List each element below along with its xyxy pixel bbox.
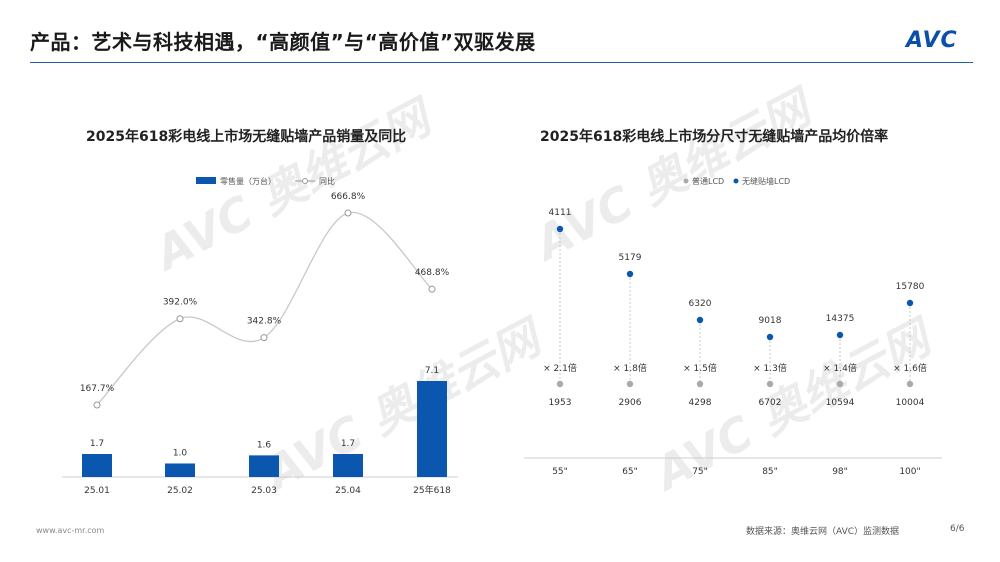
seamless-lcd-point [696,316,704,324]
normal-lcd-point [836,380,844,388]
sales-bar [417,381,447,477]
seamless-lcd-point [556,225,564,233]
footer-url: www.avc-mr.com [36,526,105,535]
page-title: 产品：艺术与科技相遇，“高颜值”与“高价值”双驱发展 [30,30,536,54]
seamless-price-label: 5179 [619,253,642,263]
bar-value-label: 1.6 [257,440,272,450]
yoy-value-label: 468.8% [415,268,450,278]
title-divider [30,62,973,63]
seamless-price-label: 15780 [896,282,925,292]
x-tick-label: 75" [692,467,708,477]
x-tick-label: 85" [762,467,778,477]
x-tick-label: 100" [899,467,920,477]
yoy-point [428,285,436,293]
x-tick-label: 98" [832,467,848,477]
x-tick-label: 25.01 [84,486,110,496]
ratio-label: × 1.6倍 [893,362,927,374]
bar-value-label: 1.7 [341,439,355,449]
x-tick-label: 65" [622,467,638,477]
ratio-label: × 1.8倍 [613,362,647,374]
yoy-point [93,401,101,409]
legend-normal-marker [683,178,689,184]
yoy-line [96,211,433,406]
seamless-price-label: 4111 [549,208,572,218]
ratio-label: × 1.5倍 [683,362,717,374]
yoy-value-label: 392.0% [163,298,198,308]
x-tick-label: 25.04 [335,486,361,496]
normal-price-label: 1953 [549,398,572,408]
yoy-point [260,334,268,342]
bar-value-label: 1.0 [173,448,188,458]
sales-bar [82,454,112,477]
yoy-value-label: 167.7% [80,384,115,394]
sales-bar [165,463,195,477]
yoy-value-label: 342.8% [247,317,282,327]
legend-bar-label: 零售量（万台） [220,176,276,186]
ratio-label: × 1.3倍 [753,362,787,374]
bar-value-label: 1.7 [90,439,104,449]
legend-normal-label: 普通LCD [692,176,724,186]
legend-seamless-label: 无缝贴墙LCD [742,176,790,186]
x-tick-label: 25.02 [167,486,193,496]
ratio-label: × 2.1倍 [543,362,577,374]
normal-price-label: 4298 [689,398,712,408]
normal-price-label: 2906 [619,398,642,408]
x-tick-label: 25.03 [251,486,277,496]
normal-price-label: 6702 [759,398,782,408]
seamless-lcd-point [626,270,634,278]
sales-bar [249,455,279,477]
seamless-price-label: 6320 [689,299,712,309]
legend-line-label: 同比 [319,176,335,186]
normal-lcd-point [766,380,774,388]
legend-seamless-marker [733,178,739,184]
x-tick-label: 55" [552,467,568,477]
yoy-value-label: 666.8% [331,192,366,202]
sales-bar [333,454,363,477]
seamless-lcd-point [836,331,844,339]
seamless-lcd-point [766,333,774,341]
chart2-title: 2025年618彩电线上市场分尺寸无缝贴墙产品均价倍率 [540,129,889,145]
seamless-price-label: 9018 [759,316,782,326]
normal-lcd-point [696,380,704,388]
avc-logo: AVC [906,28,958,53]
yoy-point [176,315,184,323]
yoy-point [344,209,352,217]
legend-line-marker [302,178,308,184]
page-number: 6/6 [950,524,965,534]
normal-lcd-point [556,380,564,388]
normal-price-label: 10594 [826,398,855,408]
x-tick-label: 25年618 [413,484,451,496]
normal-price-label: 10004 [896,398,925,408]
seamless-price-label: 14375 [826,314,855,324]
seamless-lcd-point [906,299,914,307]
ratio-label: × 1.4倍 [823,362,857,374]
chart1-title: 2025年618彩电线上市场无缝贴墙产品销量及同比 [86,129,407,145]
legend-bar-swatch [196,177,216,184]
data-source: 数据来源：奥维云网（AVC）监测数据 [746,527,900,537]
normal-lcd-point [626,380,634,388]
bar-value-label: 7.1 [425,366,439,376]
normal-lcd-point [906,380,914,388]
